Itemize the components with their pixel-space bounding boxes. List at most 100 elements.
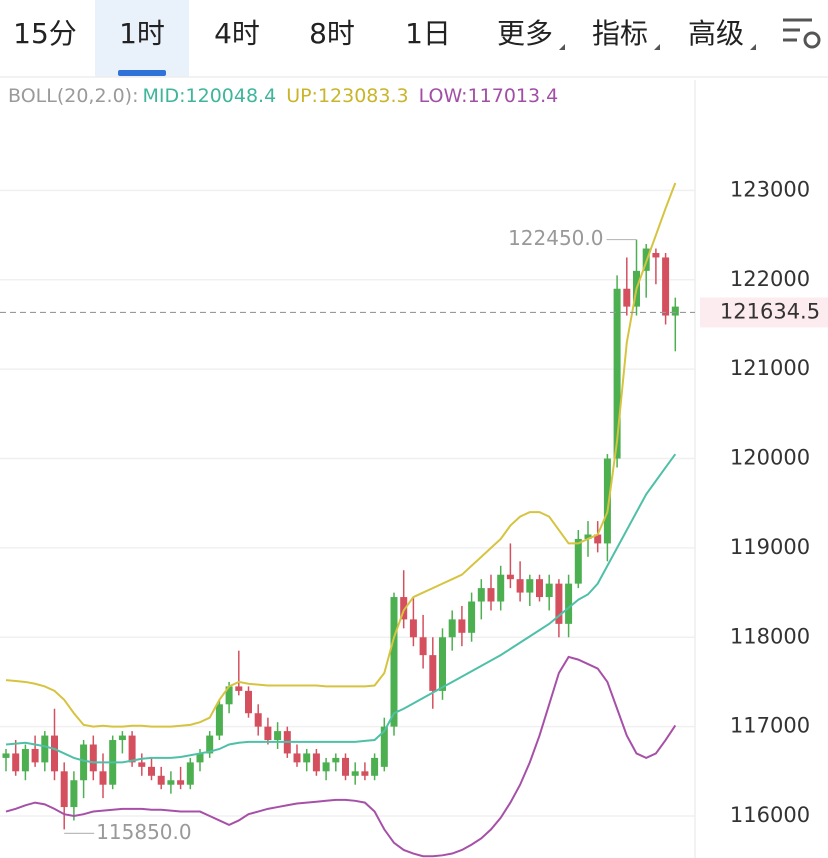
candle-body (351, 771, 359, 776)
band-line (5, 453, 677, 764)
candle-body (380, 726, 388, 767)
candle-body (506, 574, 514, 580)
candle-body (89, 744, 97, 772)
candle-body (555, 583, 563, 624)
band-line (5, 182, 677, 728)
candle-body (371, 757, 379, 776)
candle-body (99, 771, 107, 785)
candle-body (80, 744, 88, 781)
candle-body (196, 753, 204, 763)
tab[interactable]: 4时 (214, 17, 260, 50)
candle-body (225, 686, 233, 705)
candle-body (671, 306, 679, 316)
candle-body (177, 780, 185, 785)
y-tick-label: 116000 (730, 803, 810, 827)
annotation-label: 122450.0 (508, 226, 603, 250)
candle-body (51, 735, 58, 772)
tab[interactable]: 8时 (309, 17, 355, 50)
band-line (5, 655, 677, 858)
candle-body (206, 735, 214, 754)
candle-body (41, 735, 49, 763)
last-price-box (700, 297, 828, 328)
candle-body (12, 753, 20, 772)
candle-body (458, 619, 466, 633)
tab[interactable]: 更多 (497, 17, 553, 50)
candle-body (565, 583, 573, 624)
candle-body (662, 257, 670, 316)
candle-body (60, 771, 68, 808)
y-tick-label: 122000 (730, 267, 810, 291)
candle-body (186, 762, 194, 785)
candle-body (148, 766, 155, 776)
y-tick-label: 118000 (730, 624, 810, 648)
candle-body (254, 713, 262, 727)
candle-body (429, 655, 437, 691)
annotation-label: 115850.0 (96, 820, 191, 844)
candle-body (274, 731, 282, 741)
indicator-value: MID:120048.4 (143, 85, 277, 107)
y-tick-label: 121000 (730, 356, 810, 380)
tab[interactable]: 高级 (688, 17, 744, 50)
y-tick-label: 120000 (730, 446, 810, 470)
toolbar: 15分 1时 4时 8时 1日 更多 指标 高级 (13, 0, 756, 77)
dropdown-marker (654, 44, 660, 50)
indicator-value: UP:123083.3 (286, 85, 408, 107)
candle-body (603, 458, 611, 544)
candle-body (118, 735, 126, 741)
candle-body (361, 771, 369, 776)
candle-body (516, 579, 524, 593)
active-tab-indicator (118, 70, 166, 76)
candle-body (448, 619, 456, 638)
candle-body (157, 775, 165, 785)
candle-body (342, 757, 349, 776)
candle-body (245, 690, 252, 714)
candle-body (477, 588, 485, 602)
y-tick-label: 117000 (730, 714, 810, 738)
candle-body (293, 753, 301, 763)
candle-body (487, 588, 495, 602)
plot: 116000 117000 118000 119000 120000 121000 1220… (0, 80, 828, 858)
candle-body (2, 753, 10, 758)
candle-body (332, 757, 340, 763)
indicator-value: LOW:117013.4 (419, 85, 559, 107)
candle-body (439, 637, 446, 691)
candle-body (497, 574, 505, 602)
y-tick-label: 123000 (730, 177, 810, 201)
candle-body (264, 726, 272, 741)
candle-body (652, 252, 660, 258)
candle-body (574, 538, 582, 584)
last-price-label: 121634.5 (720, 299, 820, 323)
candle-body (167, 780, 175, 785)
indicator-legend: BOLL(20,2.0): MID:120048.4 UP:123083.3 LOW:… (8, 85, 558, 107)
candle-body (235, 686, 243, 691)
candle-body (70, 780, 78, 808)
candle-body (584, 534, 592, 539)
candle-body (215, 704, 223, 736)
candle-body (138, 762, 146, 767)
candle-body (419, 637, 427, 656)
candle-body (623, 288, 631, 307)
candle-body (468, 601, 476, 633)
dropdown-marker (750, 44, 756, 50)
candle-body (128, 735, 136, 763)
candle-body (409, 619, 417, 638)
tab[interactable]: 15分 (13, 17, 77, 50)
tab[interactable]: 指标 (592, 17, 648, 50)
settings-icon[interactable] (783, 18, 821, 49)
y-tick-label: 119000 (730, 535, 810, 559)
candle-body (613, 288, 621, 459)
dropdown-marker (559, 44, 565, 50)
candle-body (390, 597, 398, 727)
candle-body (312, 753, 320, 772)
candle-body (400, 597, 408, 620)
candle-body (31, 748, 39, 763)
active-tab-bg (95, 0, 189, 77)
candle-body (21, 748, 29, 772)
tab[interactable]: 1日 (405, 17, 451, 50)
tab[interactable]: 1时 (119, 17, 165, 50)
candle-body (322, 762, 330, 772)
candle-body (536, 579, 543, 598)
candle-body (303, 753, 311, 763)
